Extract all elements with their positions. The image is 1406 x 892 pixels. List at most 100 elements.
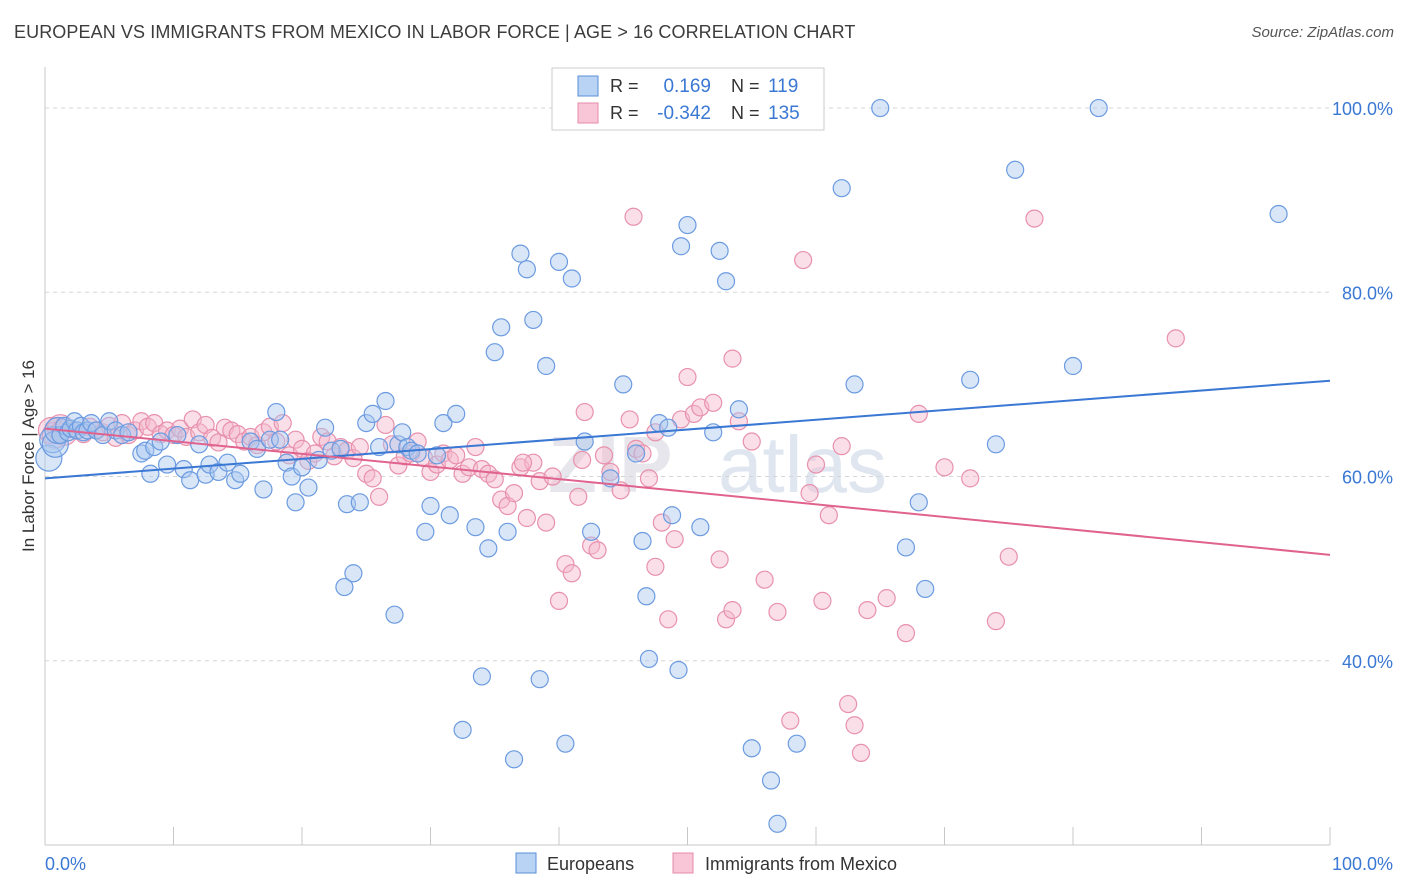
point-europeans	[453, 720, 472, 739]
point-europeans	[485, 343, 504, 362]
point-europeans	[322, 441, 341, 460]
point-europeans	[768, 814, 787, 833]
point-europeans	[335, 577, 354, 597]
point-mexico	[723, 600, 742, 620]
point-europeans	[363, 404, 382, 423]
point-mexico	[678, 367, 697, 387]
point-mexico	[839, 694, 858, 714]
point-mexico	[961, 469, 980, 488]
point-mexico	[513, 453, 533, 472]
point-mexico	[877, 589, 896, 608]
point-mexico	[639, 469, 659, 488]
point-europeans	[639, 649, 659, 669]
point-europeans	[260, 430, 279, 449]
legend-swatch-mexico-bottom	[672, 852, 694, 874]
point-mexico	[710, 550, 729, 569]
point-europeans	[299, 478, 318, 497]
point-europeans	[601, 469, 620, 488]
point-europeans	[350, 493, 369, 512]
point-mexico	[472, 460, 491, 479]
point-europeans	[691, 518, 710, 537]
point-europeans	[218, 453, 237, 472]
legend-n-label-1: N =	[731, 76, 760, 96]
point-europeans	[440, 506, 459, 525]
point-europeans	[231, 464, 250, 483]
point-europeans	[575, 432, 594, 451]
point-mexico	[768, 602, 787, 622]
point-europeans	[537, 356, 556, 376]
point-europeans	[710, 241, 729, 260]
point-europeans	[517, 260, 536, 279]
point-europeans	[1269, 204, 1288, 224]
point-mexico	[549, 591, 569, 610]
point-mexico	[999, 547, 1018, 566]
point-mexico	[447, 446, 466, 465]
point-europeans	[845, 375, 864, 394]
chart-title: EUROPEAN VS IMMIGRANTS FROM MEXICO IN LA…	[14, 22, 856, 42]
point-mexico	[562, 564, 581, 583]
y-tick-labels: 40.0% 60.0% 80.0% 100.0%	[1332, 99, 1393, 672]
point-europeans	[370, 437, 389, 457]
x-tick-label: 0.0%	[45, 854, 86, 874]
point-mexico	[781, 711, 800, 730]
point-europeans	[582, 522, 601, 541]
legend-r-label-2: R =	[610, 103, 639, 123]
point-mexico	[652, 513, 671, 532]
point-europeans	[504, 750, 524, 769]
legend-r-label-1: R =	[610, 76, 639, 96]
point-mexico	[350, 437, 369, 457]
point-mexico	[819, 506, 838, 525]
point-europeans	[427, 446, 447, 465]
trend-lines	[44, 379, 1331, 556]
source-label: Source: ZipAtlas.com	[1251, 24, 1394, 41]
point-europeans	[316, 418, 335, 437]
point-mexico	[704, 393, 723, 412]
point-mexico	[909, 404, 928, 423]
point-mexico	[286, 430, 305, 449]
point-europeans	[742, 739, 761, 758]
point-mexico	[986, 612, 1006, 631]
point-europeans	[787, 734, 806, 753]
point-europeans	[637, 587, 656, 606]
point-mexico	[832, 437, 851, 456]
point-europeans	[286, 493, 305, 512]
y-tick-label: 40.0%	[1342, 652, 1393, 672]
stats-legend: R = 0.169 N = 119 R = -0.342 N = 135	[551, 67, 825, 131]
point-europeans	[761, 771, 781, 790]
point-europeans	[511, 244, 530, 263]
point-europeans	[662, 506, 682, 525]
point-mexico	[813, 591, 832, 610]
point-europeans	[961, 370, 980, 389]
point-europeans	[181, 471, 200, 490]
series-legend: Europeans Immigrants from Mexico	[515, 852, 897, 874]
point-mexico	[935, 458, 954, 477]
point-mexico	[573, 450, 592, 470]
point-europeans	[421, 496, 440, 516]
point-europeans	[633, 531, 652, 551]
point-europeans	[136, 441, 155, 460]
y-tick-label: 60.0%	[1342, 468, 1393, 488]
point-mexico	[896, 624, 916, 643]
point-mexico	[357, 464, 376, 483]
y-tick-label: 100.0%	[1332, 99, 1393, 119]
point-europeans	[385, 605, 404, 624]
legend-r-value-1: 0.169	[663, 76, 711, 97]
point-europeans	[357, 414, 376, 433]
point-europeans	[562, 269, 581, 288]
point-mexico	[626, 439, 646, 458]
point-mexico	[646, 557, 665, 576]
point-mexico	[755, 570, 774, 589]
point-europeans	[35, 444, 63, 472]
point-europeans	[408, 444, 427, 463]
point-europeans	[671, 237, 691, 256]
legend-swatch-europeans-bottom	[515, 852, 537, 874]
point-europeans	[416, 522, 435, 541]
point-mexico	[684, 404, 704, 423]
axes	[44, 67, 1331, 846]
point-mexico	[633, 444, 652, 463]
point-mexico	[524, 453, 543, 472]
point-europeans	[549, 252, 569, 271]
legend-label-europeans: Europeans	[547, 854, 634, 874]
point-europeans	[659, 418, 678, 437]
point-europeans	[472, 667, 491, 686]
